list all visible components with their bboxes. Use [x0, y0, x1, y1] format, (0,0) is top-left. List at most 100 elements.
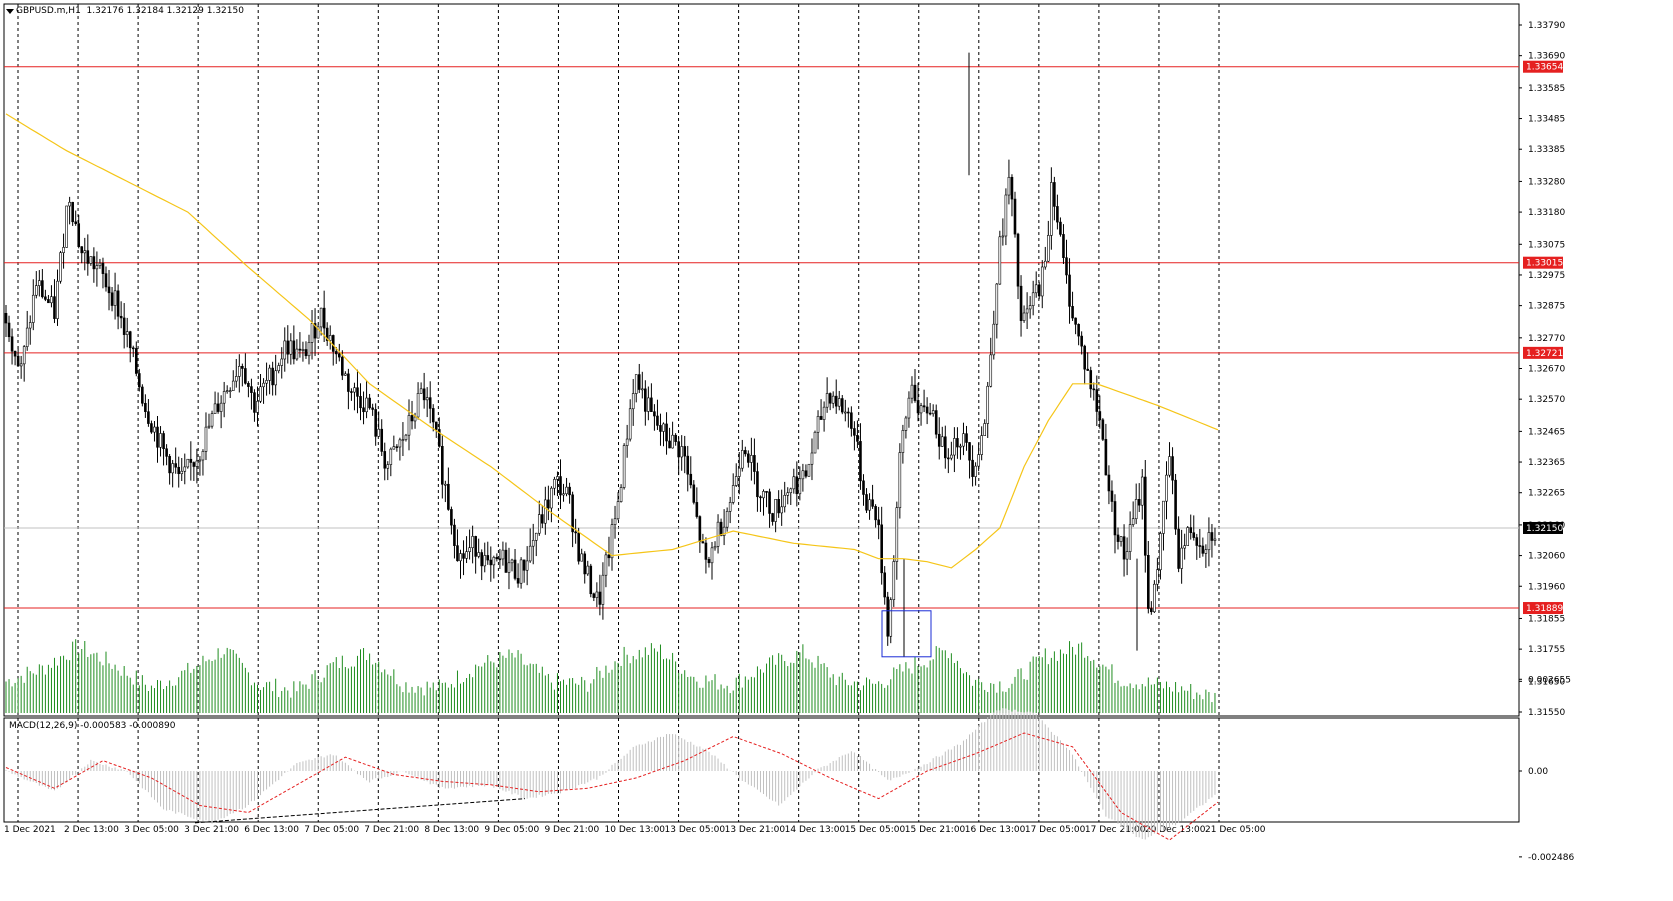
candle-body [392, 446, 396, 450]
candle-body [750, 455, 753, 463]
candle-body [13, 350, 17, 357]
candle-body [331, 335, 335, 352]
candle-body [734, 476, 738, 486]
candle-body [980, 435, 983, 455]
candle-body [831, 395, 835, 404]
level-label-bg [1523, 256, 1563, 269]
candle-body [241, 366, 244, 369]
candle-body [83, 250, 87, 254]
x-tick-label: 7 Dec 21:00 [364, 825, 419, 835]
candle-body [386, 464, 390, 469]
candle-body [434, 421, 438, 430]
candle-body [337, 353, 341, 358]
candle-body [368, 397, 371, 409]
candle-body [925, 406, 929, 414]
candle-body [640, 388, 644, 391]
candle-body [65, 205, 68, 248]
candle-body [144, 402, 147, 412]
candle-body [1071, 306, 1074, 319]
y-tick-label: 1.33690 [1528, 52, 1565, 62]
candle-body [828, 393, 832, 404]
candle-body [1040, 266, 1044, 297]
candle-body [441, 445, 444, 485]
candle-body [374, 409, 377, 437]
candle-body [371, 407, 374, 410]
candle-body [1065, 257, 1068, 276]
candle-body [504, 549, 508, 573]
candle-body [437, 429, 441, 447]
y-tick-label: 1.31755 [1528, 645, 1565, 655]
candle-body [913, 384, 917, 401]
candle-body [1086, 368, 1090, 371]
candle-body [398, 439, 402, 448]
candle-body [877, 519, 880, 526]
candle-body [625, 438, 629, 446]
candle-body [922, 405, 926, 408]
candle-body [116, 290, 120, 317]
dropdown-arrow-icon[interactable] [6, 9, 14, 14]
candle-body [1028, 305, 1032, 310]
candle-body [544, 499, 547, 524]
candle-body [1098, 411, 1102, 421]
candle-body [150, 423, 153, 433]
candle-body [1089, 370, 1093, 390]
candle-body [1004, 194, 1008, 237]
candle-body [280, 358, 284, 366]
candle-body [162, 433, 165, 450]
candle-body [1034, 284, 1038, 294]
candle-body [531, 540, 535, 547]
candle-body [801, 470, 805, 480]
candle-body [583, 553, 587, 575]
candle-body [195, 460, 199, 467]
candle-body [253, 392, 256, 413]
candle-body [653, 411, 656, 417]
level-label-bg [1523, 346, 1563, 359]
candle-body [286, 340, 290, 355]
x-tick-label: 3 Dec 21:00 [184, 825, 239, 835]
candle-body [444, 483, 447, 486]
candle-body [177, 466, 181, 475]
candle-body [353, 387, 356, 393]
candle-body [1159, 533, 1162, 571]
candle-body [1192, 532, 1196, 538]
candle-body [862, 480, 865, 495]
y-tick-label: 1.31960 [1528, 582, 1565, 592]
candle-body [407, 415, 411, 436]
candle-body [1010, 176, 1014, 200]
x-tick-label: 9 Dec 21:00 [544, 825, 599, 835]
candle-body [62, 247, 65, 253]
candle-body [865, 494, 868, 511]
candle-body [1153, 583, 1156, 613]
level-label-bg [1523, 602, 1563, 615]
candle-body [44, 296, 47, 300]
candle-body [1213, 538, 1217, 541]
candle-body [159, 433, 162, 448]
candle-body [216, 403, 220, 412]
macd-y-tick-label: -0.002486 [1528, 853, 1574, 863]
candle-body [10, 336, 14, 352]
candle-body [692, 484, 696, 503]
candle-body [389, 448, 393, 465]
x-tick-label: 10 Dec 13:00 [605, 825, 666, 835]
x-tick-label: 17 Dec 21:00 [1085, 825, 1146, 835]
candle-body [259, 386, 262, 402]
candle-body [1174, 479, 1177, 530]
candle-body [940, 436, 944, 447]
highlight-box [881, 610, 932, 658]
candle-body [647, 397, 650, 412]
x-tick-label: 13 Dec 21:00 [725, 825, 786, 835]
candle-body [571, 494, 574, 533]
candle-body [171, 463, 174, 474]
candle-body [856, 435, 859, 442]
candle-body [671, 434, 674, 449]
candle-body [840, 398, 844, 413]
candle-body [698, 516, 702, 542]
candle-body [622, 445, 626, 488]
candle-body [153, 426, 156, 433]
candle-body [686, 455, 690, 475]
candle-body [707, 559, 711, 564]
candle-body [231, 380, 235, 391]
candle-body [516, 578, 520, 584]
